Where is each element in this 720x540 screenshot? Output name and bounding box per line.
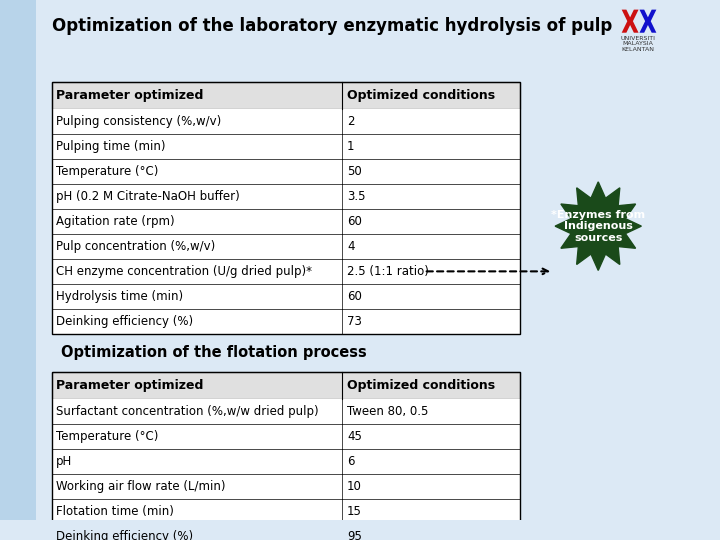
Text: Pulping time (min): Pulping time (min) <box>56 140 166 153</box>
Text: Temperature (°C): Temperature (°C) <box>56 430 158 443</box>
Text: Flotation time (min): Flotation time (min) <box>56 505 174 518</box>
Text: 73: 73 <box>347 315 362 328</box>
FancyBboxPatch shape <box>52 82 521 109</box>
FancyBboxPatch shape <box>52 109 521 334</box>
Polygon shape <box>555 182 642 271</box>
Text: Temperature (°C): Temperature (°C) <box>56 165 158 178</box>
Text: Parameter optimized: Parameter optimized <box>56 380 204 393</box>
Text: Optimization of the laboratory enzymatic hydrolysis of pulp: Optimization of the laboratory enzymatic… <box>52 17 612 35</box>
Text: pH: pH <box>56 455 73 468</box>
Text: Pulping consistency (%,w/v): Pulping consistency (%,w/v) <box>56 114 222 128</box>
Text: 4: 4 <box>347 240 354 253</box>
Text: Optimized conditions: Optimized conditions <box>347 89 495 102</box>
Text: Working air flow rate (L/min): Working air flow rate (L/min) <box>56 481 226 494</box>
FancyBboxPatch shape <box>52 400 521 540</box>
Text: 2.5 (1:1 ratio): 2.5 (1:1 ratio) <box>347 265 429 278</box>
Text: 15: 15 <box>347 505 362 518</box>
Text: UNIVERSITI
MALAYSIA
KELANTAN: UNIVERSITI MALAYSIA KELANTAN <box>620 36 655 52</box>
Text: Deinking efficiency (%): Deinking efficiency (%) <box>56 315 194 328</box>
Text: Surfactant concentration (%,w/w dried pulp): Surfactant concentration (%,w/w dried pu… <box>56 406 319 419</box>
Text: 6: 6 <box>347 455 354 468</box>
Text: CH enzyme concentration (U/g dried pulp)*: CH enzyme concentration (U/g dried pulp)… <box>56 265 312 278</box>
Text: Pulp concentration (%,w/v): Pulp concentration (%,w/v) <box>56 240 215 253</box>
Text: 45: 45 <box>347 430 362 443</box>
Text: Parameter optimized: Parameter optimized <box>56 89 204 102</box>
Text: 95: 95 <box>347 530 362 540</box>
Polygon shape <box>639 10 657 33</box>
Text: Optimized conditions: Optimized conditions <box>347 380 495 393</box>
Text: 3.5: 3.5 <box>347 190 366 203</box>
Text: Optimization of the flotation process: Optimization of the flotation process <box>61 346 366 361</box>
Text: *Enzymes from
Indigenous
sources: *Enzymes from Indigenous sources <box>552 210 645 243</box>
Text: 60: 60 <box>347 215 362 228</box>
Text: 1: 1 <box>347 140 354 153</box>
Text: 2: 2 <box>347 114 354 128</box>
Text: Hydrolysis time (min): Hydrolysis time (min) <box>56 290 184 303</box>
Text: 60: 60 <box>347 290 362 303</box>
FancyBboxPatch shape <box>52 373 521 400</box>
Text: pH (0.2 M Citrate-NaOH buffer): pH (0.2 M Citrate-NaOH buffer) <box>56 190 240 203</box>
Text: Agitation rate (rpm): Agitation rate (rpm) <box>56 215 175 228</box>
Text: 10: 10 <box>347 481 362 494</box>
Text: Tween 80, 0.5: Tween 80, 0.5 <box>347 406 428 419</box>
Text: Deinking efficiency (%): Deinking efficiency (%) <box>56 530 194 540</box>
Text: 50: 50 <box>347 165 361 178</box>
FancyBboxPatch shape <box>0 0 35 519</box>
Polygon shape <box>621 10 639 33</box>
